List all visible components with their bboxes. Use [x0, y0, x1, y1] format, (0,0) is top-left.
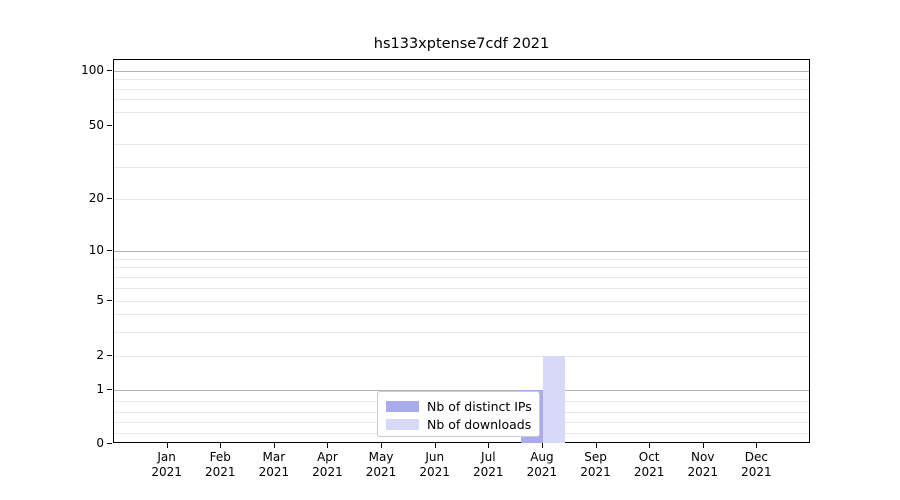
x-tick-month: Mar — [262, 450, 286, 464]
x-tick-month: Sep — [584, 450, 607, 464]
legend: Nb of distinct IPs Nb of downloads — [377, 391, 540, 437]
y-tick-mark — [107, 250, 112, 251]
y-gridline-minor — [114, 111, 809, 113]
x-tick-year: 2021 — [419, 465, 450, 479]
y-tick-mark — [107, 198, 112, 199]
y-gridline-minor — [114, 199, 809, 200]
x-tick-year: 2021 — [204, 465, 236, 479]
legend-swatch — [386, 418, 419, 430]
x-tick-label: Feb 2021 — [190, 450, 250, 480]
x-tick-year: 2021 — [151, 465, 182, 479]
x-tick-month: Jun — [425, 450, 445, 464]
legend-row: Nb of distinct IPs — [386, 397, 539, 415]
x-tick-mark — [756, 443, 758, 448]
y-tick-label: 20 — [88, 191, 104, 205]
x-tick-label: Jan 2021 — [137, 450, 197, 480]
legend-swatch — [386, 400, 419, 412]
x-tick-month: Dec — [744, 450, 768, 464]
x-tick-label: Aug 2021 — [512, 450, 572, 480]
x-tick-mark — [166, 443, 168, 448]
chart-title: hs133xptense7cdf 2021 — [373, 36, 550, 52]
y-gridline-minor — [114, 287, 809, 289]
x-tick-month: May — [368, 450, 394, 464]
x-tick-mark — [649, 443, 651, 448]
y-gridline-minor — [114, 301, 809, 302]
y-gridline-minor — [114, 267, 809, 269]
y-gridline-minor — [114, 99, 809, 101]
y-gridline-minor — [114, 88, 809, 90]
x-tick-month: Oct — [638, 450, 660, 464]
x-tick-year: 2021 — [687, 465, 719, 479]
x-tick-month: Apr — [317, 450, 338, 464]
x-tick-year: 2021 — [365, 465, 397, 479]
x-tick-label: May 2021 — [351, 450, 411, 480]
legend-label: Nb of distinct IPs — [427, 398, 532, 414]
y-gridline-minor — [114, 258, 809, 260]
x-tick-label: Jul 2021 — [458, 450, 518, 480]
x-tick-year: 2021 — [312, 465, 343, 479]
y-tick-mark — [107, 125, 112, 126]
y-tick-mark — [107, 355, 112, 356]
legend-label: Nb of downloads — [427, 416, 532, 432]
y-tick-label: 2 — [96, 348, 104, 362]
y-gridline-minor — [114, 143, 809, 145]
y-tick-label: 10 — [88, 243, 104, 257]
y-gridline-major — [114, 390, 809, 391]
y-tick-label: 0 — [96, 436, 104, 450]
x-tick-mark — [381, 443, 383, 448]
x-tick-year: 2021 — [741, 465, 772, 479]
x-tick-label: Mar 2021 — [244, 450, 304, 480]
x-tick-mark — [434, 443, 436, 448]
x-tick-year: 2021 — [258, 465, 290, 479]
x-tick-label: Jun 2021 — [405, 450, 465, 480]
x-tick-year: 2021 — [526, 465, 558, 479]
y-gridline-major — [114, 251, 809, 252]
x-tick-year: 2021 — [473, 465, 504, 479]
y-tick-mark — [107, 70, 112, 71]
x-tick-mark — [220, 443, 222, 448]
y-tick-mark — [107, 300, 112, 301]
x-tick-mark — [488, 443, 490, 448]
y-gridline-major — [114, 71, 809, 72]
legend-row: Nb of downloads — [386, 415, 539, 433]
x-tick-month: Jan — [157, 450, 176, 464]
x-tick-label: Nov 2021 — [673, 450, 733, 480]
y-gridline-minor — [114, 331, 809, 333]
x-tick-mark — [595, 443, 597, 448]
y-gridline-minor — [114, 276, 809, 278]
x-tick-mark — [702, 443, 704, 448]
x-tick-month: Jul — [481, 450, 496, 464]
y-gridline-minor — [114, 79, 809, 81]
y-tick-label: 5 — [96, 293, 104, 307]
x-tick-month: Aug — [530, 450, 554, 464]
x-tick-mark — [327, 443, 329, 448]
plot-area — [113, 59, 810, 443]
y-tick-label: 100 — [81, 63, 104, 77]
x-tick-year: 2021 — [580, 465, 611, 479]
x-tick-month: Feb — [209, 450, 231, 464]
y-tick-mark — [107, 443, 112, 444]
x-tick-label: Oct 2021 — [619, 450, 679, 480]
x-tick-label: Apr 2021 — [297, 450, 357, 480]
y-tick-label: 1 — [96, 382, 104, 396]
y-gridline-minor — [114, 314, 809, 316]
y-gridline-minor — [114, 166, 809, 168]
y-tick-mark — [107, 389, 112, 390]
bar-aug-downloads — [542, 356, 565, 443]
x-tick-mark — [273, 443, 275, 448]
y-tick-label: 50 — [88, 118, 104, 132]
x-tick-label: Dec 2021 — [726, 450, 786, 480]
x-tick-label: Sep 2021 — [566, 450, 626, 480]
y-gridline-minor — [114, 356, 809, 357]
x-tick-month: Nov — [691, 450, 715, 464]
x-tick-mark — [541, 443, 543, 448]
x-tick-year: 2021 — [633, 465, 665, 479]
